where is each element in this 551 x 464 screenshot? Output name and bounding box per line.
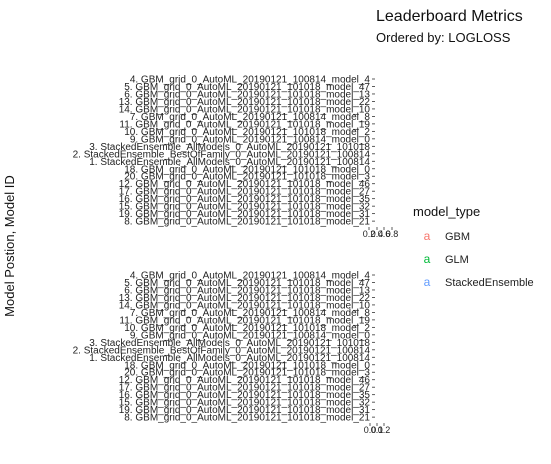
x-tick-label: 0.8	[386, 229, 399, 239]
y-axis-label: Model Postion, Model ID	[2, 175, 17, 317]
legend-label: StackedEnsemble	[445, 277, 534, 289]
x-tick-label: 0.4	[371, 229, 384, 239]
y-tick-label: 2. StackedEnsemble_BestOfFamily_0_AutoML…	[73, 345, 371, 356]
y-tick-label: 15. GBM_grid_0_AutoML_20190121_101018_mo…	[119, 398, 371, 409]
y-tick-label: 19. GBM_grid_0_AutoML_20190121_101018_mo…	[119, 405, 371, 416]
y-tick-label: 3. StackedEnsemble_AllModels_0_AutoML_20…	[89, 338, 370, 349]
y-tick-label: 15. GBM_grid_0_AutoML_20190121_101018_mo…	[119, 202, 371, 213]
y-tick-label: 10. GBM_grid_0_AutoML_20190121_101018_mo…	[124, 323, 370, 334]
y-tick-label: 1. StackedEnsemble_AllModels_0_AutoML_20…	[89, 353, 370, 364]
x-tick-label: 0.0	[364, 425, 377, 435]
y-tick-label: 14. GBM_grid_0_AutoML_20190121_101018_mo…	[119, 300, 371, 311]
y-tick-label: 17. GBM_grid_0_AutoML_20190121_101018_mo…	[119, 383, 371, 394]
facet-panel-1: 4. GBM_grid_0_AutoML_20190121_100814_mod…	[73, 75, 399, 240]
y-tick-label: 5. GBM_grid_0_AutoML_20190121_101018_mod…	[124, 82, 370, 93]
y-tick-label: 11. GBM_grid_0_AutoML_20190121_101018_mo…	[119, 315, 370, 326]
y-tick-label: 11. GBM_grid_0_AutoML_20190121_101018_mo…	[119, 119, 370, 130]
y-tick-label: 7. GBM_grid_0_AutoML_20190121_100814_mod…	[130, 112, 371, 123]
y-tick-label: 12. GBM_grid_0_AutoML_20190121_101018_mo…	[119, 179, 371, 190]
y-tick-label: 9. GBM_grid_0_AutoML_20190121_100814_mod…	[130, 134, 371, 145]
y-tick-label: 16. GBM_grid_0_AutoML_20190121_101018_mo…	[119, 390, 371, 401]
legend-label: GBM	[445, 231, 470, 243]
y-tick-label: 19. GBM_grid_0_AutoML_20190121_101018_mo…	[119, 209, 371, 220]
y-tick-label: 8. GBM_grid_0_AutoML_20190121_101018_mod…	[124, 413, 370, 424]
y-tick-label: 7. GBM_grid_0_AutoML_20190121_100814_mod…	[130, 308, 371, 319]
y-tick-label: 3. StackedEnsemble_AllModels_0_AutoML_20…	[89, 142, 370, 153]
y-tick-label: 20. GBM_grid_0_AutoML_20190121_101018_mo…	[124, 172, 370, 183]
y-tick-label: 8. GBM_grid_0_AutoML_20190121_101018_mod…	[124, 217, 370, 228]
x-tick-label: 0.1	[371, 425, 384, 435]
x-tick-label: 0.6	[378, 229, 391, 239]
legend-key-glyph: a	[424, 252, 431, 266]
y-tick-label: 4. GBM_grid_0_AutoML_20190121_100814_mod…	[130, 271, 371, 282]
y-tick-label: 13. GBM_grid_0_AutoML_20190121_101018_mo…	[119, 293, 371, 304]
legend-key-glyph: a	[424, 229, 431, 243]
y-tick-label: 6. GBM_grid_0_AutoML_20190121_101018_mod…	[124, 89, 370, 100]
y-tick-label: 20. GBM_grid_0_AutoML_20190121_101018_mo…	[124, 368, 370, 379]
y-tick-label: 16. GBM_grid_0_AutoML_20190121_101018_mo…	[119, 194, 371, 205]
y-tick-label: 17. GBM_grid_0_AutoML_20190121_101018_mo…	[119, 187, 371, 198]
y-tick-label: 10. GBM_grid_0_AutoML_20190121_101018_mo…	[124, 127, 370, 138]
y-tick-label: 9. GBM_grid_0_AutoML_20190121_100814_mod…	[130, 330, 371, 341]
y-tick-label: 6. GBM_grid_0_AutoML_20190121_101018_mod…	[124, 285, 370, 296]
legend-title: model_type	[413, 204, 480, 219]
y-tick-label: 2. StackedEnsemble_BestOfFamily_0_AutoML…	[73, 149, 371, 160]
y-tick-label: 1. StackedEnsemble_AllModels_0_AutoML_20…	[89, 157, 370, 168]
y-tick-label: 14. GBM_grid_0_AutoML_20190121_101018_mo…	[119, 104, 371, 115]
chart-title: Leaderboard Metrics	[376, 8, 523, 25]
x-tick-label: 0.2	[378, 425, 391, 435]
legend-items: a GBM a GLM a StackedEnsemble	[424, 229, 534, 289]
y-tick-label: 12. GBM_grid_0_AutoML_20190121_101018_mo…	[119, 375, 371, 386]
x-tick-label: 0.2	[363, 229, 376, 239]
y-tick-label: 13. GBM_grid_0_AutoML_20190121_101018_mo…	[119, 97, 371, 108]
facet-panel-2: 4. GBM_grid_0_AutoML_20190121_100814_mod…	[73, 271, 391, 436]
y-tick-label: 18. GBM_grid_0_AutoML_20190121_101018_mo…	[124, 360, 370, 371]
y-tick-label: 5. GBM_grid_0_AutoML_20190121_101018_mod…	[124, 278, 370, 289]
y-tick-label: 18. GBM_grid_0_AutoML_20190121_101018_mo…	[124, 164, 370, 175]
legend-key-glyph: a	[424, 275, 431, 289]
y-tick-label: 4. GBM_grid_0_AutoML_20190121_100814_mod…	[130, 75, 371, 86]
facet-panels: 4. GBM_grid_0_AutoML_20190121_100814_mod…	[73, 75, 399, 436]
legend: model_type a GBM a GLM a StackedEnsemble	[413, 204, 534, 289]
chart-subtitle: Ordered by: LOGLOSS	[376, 30, 511, 45]
legend-label: GLM	[445, 254, 469, 266]
